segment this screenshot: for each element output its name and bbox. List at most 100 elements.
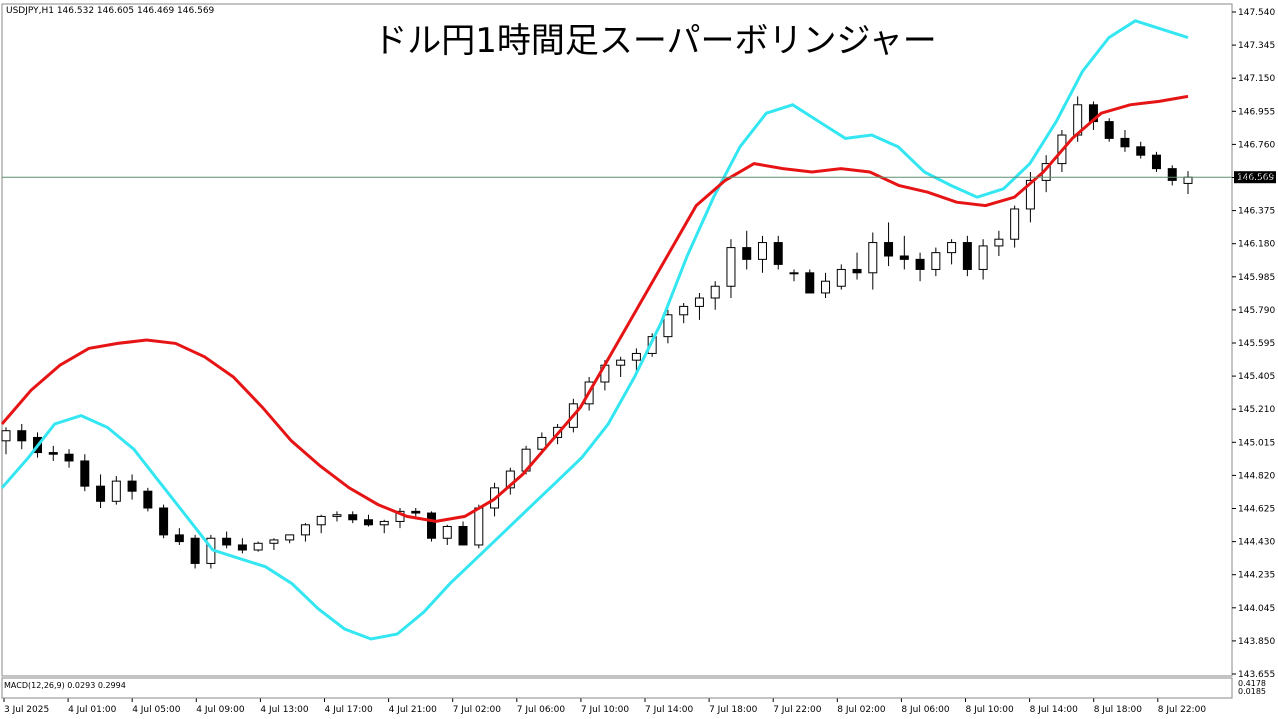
- candle-up: [285, 534, 295, 541]
- candle-down: [915, 258, 925, 270]
- y-tick-label: 144.820: [1238, 471, 1275, 481]
- band-sigma2-upper-line: [0, 94, 1189, 523]
- candle-down: [1104, 121, 1114, 139]
- candle-up: [757, 242, 767, 260]
- y-tick-label: 144.045: [1238, 604, 1275, 614]
- x-tick-label: 4 Jul 05:00: [132, 705, 181, 715]
- candle-up: [1, 430, 11, 442]
- candle-up: [269, 539, 279, 544]
- candle-up: [789, 272, 799, 275]
- candle-down: [190, 537, 200, 564]
- y-tick-label: 145.405: [1238, 372, 1275, 382]
- candle-up: [663, 314, 673, 338]
- candle-down: [1167, 168, 1177, 181]
- candle-up: [1183, 176, 1193, 184]
- candle-down: [742, 247, 752, 260]
- candle-down: [143, 490, 153, 509]
- axes: 146.569 147.540 147.345 147.150 146.955 146.7…: [3, 8, 1276, 715]
- x-tick-label: 4 Jul 09:00: [196, 705, 245, 715]
- candle-down: [237, 544, 247, 551]
- y-tick-label: 146.180: [1238, 240, 1275, 250]
- candle-down: [159, 507, 169, 536]
- candle-up: [379, 520, 389, 526]
- x-tick-label: 4 Jul 13:00: [260, 705, 309, 715]
- candle-down: [127, 480, 137, 492]
- plot-area: [0, 3, 1233, 677]
- candle-down: [962, 242, 972, 270]
- x-tick-label: 7 Jul 22:00: [773, 705, 822, 715]
- candle-up: [978, 245, 988, 270]
- candle-up: [253, 542, 263, 551]
- x-tick-label: 7 Jul 02:00: [453, 705, 502, 715]
- candle-down: [96, 485, 106, 502]
- candle-up: [474, 507, 484, 546]
- candle-up: [616, 359, 626, 366]
- candle-down: [884, 242, 894, 257]
- candle-up: [931, 252, 941, 270]
- x-tick-label: 4 Jul 01:00: [68, 705, 117, 715]
- candle-down: [805, 272, 815, 294]
- y-tick-label: 146.565: [1238, 174, 1275, 184]
- y-tick-label: 145.985: [1238, 273, 1275, 283]
- candle-down: [1120, 137, 1130, 148]
- y-tick-label: 146.760: [1238, 140, 1275, 150]
- candle-down: [411, 510, 421, 514]
- candle-down: [852, 268, 862, 274]
- x-tick-label: 7 Jul 14:00: [645, 705, 694, 715]
- x-tick-label: 7 Jul 06:00: [517, 705, 566, 715]
- x-tick-label: 4 Jul 21:00: [389, 705, 438, 715]
- y-tick-label: 147.150: [1238, 74, 1275, 84]
- y-tick-label: 145.210: [1238, 405, 1275, 415]
- current-price-label: 146.569: [1237, 173, 1274, 183]
- candle-up: [994, 238, 1004, 247]
- candle-down: [222, 537, 232, 546]
- candle-down: [773, 242, 783, 265]
- symbol-info-label: USDJPY,H1 146.532 146.605 146.469 146.56…: [6, 6, 215, 16]
- candle-up: [1025, 179, 1035, 210]
- x-tick-label: 3 Jul 2025: [4, 705, 49, 715]
- macd-axis-label: 0.4178: [1238, 679, 1266, 688]
- y-tick-label: 144.430: [1238, 538, 1275, 548]
- candle-up: [821, 280, 831, 294]
- chart-title: ドル円1時間足スーパーボリンジャー: [373, 21, 937, 61]
- macd-frame: [1, 677, 1233, 699]
- candle-up: [868, 242, 878, 274]
- candle-up: [111, 480, 121, 502]
- candle-up: [726, 247, 736, 287]
- y-tick-label: 147.345: [1238, 41, 1275, 51]
- candle-down: [458, 525, 468, 546]
- plot-frame: [1, 3, 1233, 677]
- x-tick-label: 8 Jul 18:00: [1094, 705, 1143, 715]
- candle-down: [1136, 146, 1146, 156]
- candle-down: [48, 452, 58, 455]
- candle-up: [1010, 208, 1020, 240]
- y-tick-label: 144.625: [1238, 505, 1275, 515]
- candle-down: [17, 430, 27, 442]
- candle-up: [631, 352, 641, 361]
- y-tick-label: 145.595: [1238, 339, 1275, 349]
- candle-up: [537, 436, 547, 450]
- x-tick-label: 8 Jul 10:00: [966, 705, 1015, 715]
- y-tick-label: 145.015: [1238, 438, 1275, 448]
- candle-down: [80, 460, 90, 487]
- y-tick-label: 143.655: [1238, 670, 1275, 680]
- candle-up: [947, 242, 957, 254]
- candle-up: [679, 305, 689, 316]
- x-tick-label: 8 Jul 22:00: [1158, 705, 1207, 715]
- x-tick-label: 7 Jul 10:00: [581, 705, 630, 715]
- y-tick-label: 145.790: [1238, 306, 1275, 316]
- candle-down: [64, 453, 74, 462]
- candle-down: [899, 255, 909, 260]
- candle-up: [300, 524, 310, 536]
- candle-up: [505, 470, 515, 489]
- candle-down: [174, 534, 184, 543]
- macd-axis-label: 0.0185: [1238, 687, 1266, 696]
- candle-up: [316, 515, 326, 526]
- y-tick-label: 144.235: [1238, 571, 1275, 581]
- macd-label: MACD(12,26,9) 0.0293 0.2994: [4, 681, 126, 690]
- x-tick-label: 8 Jul 14:00: [1030, 705, 1079, 715]
- y-tick-label: 147.540: [1238, 8, 1275, 18]
- y-tick-label: 146.955: [1238, 107, 1275, 117]
